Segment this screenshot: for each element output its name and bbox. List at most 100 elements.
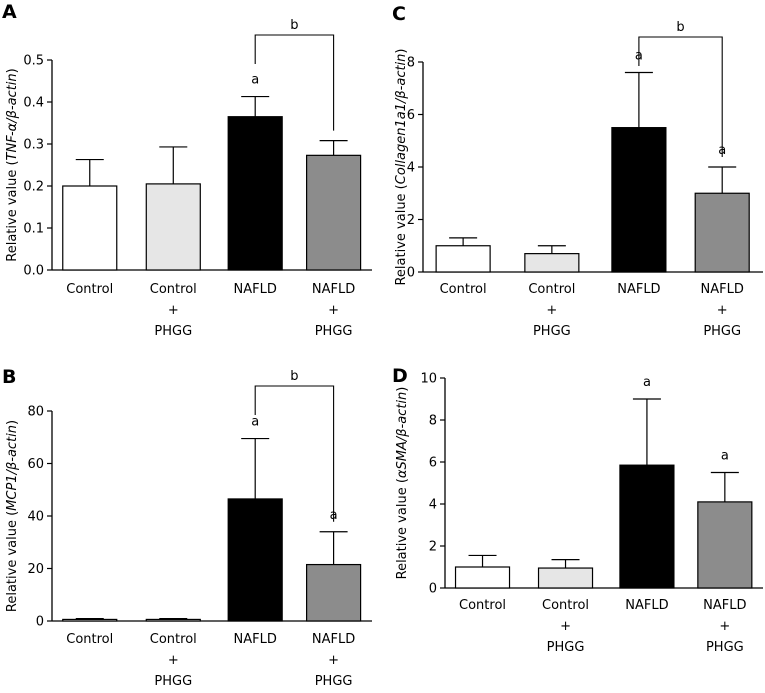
y-axis-title-a: Relative value (TNF-α/β-actin) — [5, 68, 20, 261]
bar-a-1 — [145, 183, 201, 271]
y-axis-title-b: Relative value (MCP1/β-actin) — [5, 420, 20, 612]
y-axis-title-suffix-d: ) — [395, 387, 410, 392]
y-axis-title-d: Relative value (αSMA/β-actin) — [395, 387, 410, 580]
y-tick-label-d: 2 — [429, 540, 437, 555]
bar-c-3 — [694, 192, 750, 273]
category-label-a-3: PHGG — [315, 324, 353, 339]
panel-letter-d: D — [392, 365, 408, 387]
bar-d-3 — [697, 501, 753, 589]
category-label-c-0: Control — [440, 282, 487, 297]
bracket-label-c: b — [676, 20, 684, 35]
category-label-b-1: PHGG — [154, 674, 192, 689]
category-label-a-3: NAFLD — [312, 282, 355, 297]
comparison-bracket-a — [254, 34, 335, 131]
category-label-d-1: + — [560, 619, 571, 634]
category-label-b-0: Control — [66, 632, 113, 647]
panel-d: D 0 2 4 6 8 10 Relative value (αSMA/β-actin) Con… — [392, 365, 763, 655]
category-label-b-3: + — [328, 653, 339, 668]
category-label-c-1: + — [546, 303, 557, 318]
y-axis-title-prefix-b: Relative value ( — [5, 511, 20, 612]
category-label-d-1: Control — [542, 598, 589, 613]
panel-letter-c: C — [392, 3, 406, 25]
y-tick-label-d: 10 — [420, 372, 437, 387]
category-label-b-2: NAFLD — [234, 632, 277, 647]
bar-a-0 — [62, 185, 118, 271]
y-tick-label-b: 20 — [27, 562, 44, 577]
sig-label-d-3: a — [721, 449, 729, 464]
panel-b: B 0 20 40 60 80 Relative value (MCP1/β-actin) C… — [2, 366, 372, 689]
category-label-a-1: Control — [150, 282, 197, 297]
category-label-c-1: Control — [528, 282, 575, 297]
sig-label-d-2: a — [643, 375, 651, 390]
bracket-label-a: b — [290, 18, 298, 33]
y-tick-label-a: 0.0 — [23, 264, 44, 279]
category-label-b-3: PHGG — [315, 674, 353, 689]
y-tick-label-c: 4 — [407, 161, 415, 176]
y-tick-label-d: 6 — [429, 456, 437, 471]
y-tick-label-d: 8 — [429, 414, 437, 429]
y-tick-label-b: 60 — [27, 457, 44, 472]
category-label-b-1: + — [168, 653, 179, 668]
bar-d-2 — [619, 464, 675, 589]
y-tick-label-b: 80 — [27, 405, 44, 420]
y-tick-label-c: 0 — [407, 266, 415, 281]
category-label-a-0: Control — [66, 282, 113, 297]
bar-d-0 — [454, 566, 511, 589]
category-label-d-3: PHGG — [706, 640, 744, 655]
y-tick-label-a: 0.3 — [23, 138, 44, 153]
y-tick-label-a: 0.2 — [23, 180, 44, 195]
sig-label-b-2: a — [251, 415, 259, 430]
category-label-c-2: NAFLD — [617, 282, 660, 297]
bar-b-1 — [145, 618, 201, 622]
bracket-label-b: b — [290, 369, 298, 384]
y-tick-label-c: 6 — [407, 108, 415, 123]
bar-b-2 — [227, 498, 283, 622]
category-label-a-2: NAFLD — [234, 282, 277, 297]
comparison-bracket-c — [638, 36, 723, 157]
y-tick-label-c: 2 — [407, 213, 415, 228]
y-axis-title-gene-b: MCP1/β-actin — [5, 425, 20, 511]
category-label-c-3: NAFLD — [701, 282, 744, 297]
category-label-d-1: PHGG — [547, 640, 585, 655]
y-axis-title-gene-a: TNF-α/β-actin — [5, 73, 20, 160]
y-tick-label-a: 0.5 — [23, 54, 44, 69]
panel-letter-a: A — [2, 1, 17, 23]
y-tick-label-b: 40 — [27, 510, 44, 525]
y-axis-title-suffix-a: ) — [5, 68, 20, 73]
comparison-bracket-b — [254, 385, 335, 522]
y-tick-label-d: 0 — [429, 582, 437, 597]
bar-b-0 — [62, 618, 118, 622]
sig-label-a-2: a — [251, 73, 259, 88]
bar-d-1 — [537, 567, 594, 589]
y-axis-title-prefix-d: Relative value ( — [395, 478, 410, 579]
category-label-a-3: + — [328, 303, 339, 318]
y-tick-label-a: 0.1 — [23, 222, 44, 237]
y-axis-title-c: Relative value (Collagen1a1/β-actin) — [394, 48, 409, 285]
y-axis-title-gene-c: Collagen1a1/β-actin — [394, 54, 409, 185]
category-label-c-1: PHGG — [533, 324, 571, 339]
y-tick-label-c: 8 — [407, 56, 415, 71]
y-axis-title-prefix-a: Relative value ( — [5, 160, 20, 261]
y-axis-title-suffix-b: ) — [5, 420, 20, 425]
bar-a-3 — [306, 154, 362, 271]
category-label-b-3: NAFLD — [312, 632, 355, 647]
category-label-d-3: + — [719, 619, 730, 634]
bar-a-2 — [227, 116, 283, 271]
category-label-d-2: NAFLD — [625, 598, 668, 613]
y-tick-label-d: 4 — [429, 498, 437, 513]
category-label-b-1: Control — [150, 632, 197, 647]
bar-c-1 — [524, 253, 580, 273]
panel-letter-b: B — [2, 366, 16, 388]
y-axis-title-suffix-c: ) — [394, 48, 409, 53]
category-label-c-3: + — [717, 303, 728, 318]
y-tick-label-a: 0.4 — [23, 96, 44, 111]
category-label-a-1: + — [168, 303, 179, 318]
category-label-c-3: PHGG — [703, 324, 741, 339]
category-label-d-3: NAFLD — [703, 598, 746, 613]
y-axis-title-gene-d: αSMA/β-actin — [395, 392, 410, 478]
y-axis-title-prefix-c: Relative value ( — [394, 184, 409, 285]
y-tick-label-b: 0 — [36, 615, 44, 630]
